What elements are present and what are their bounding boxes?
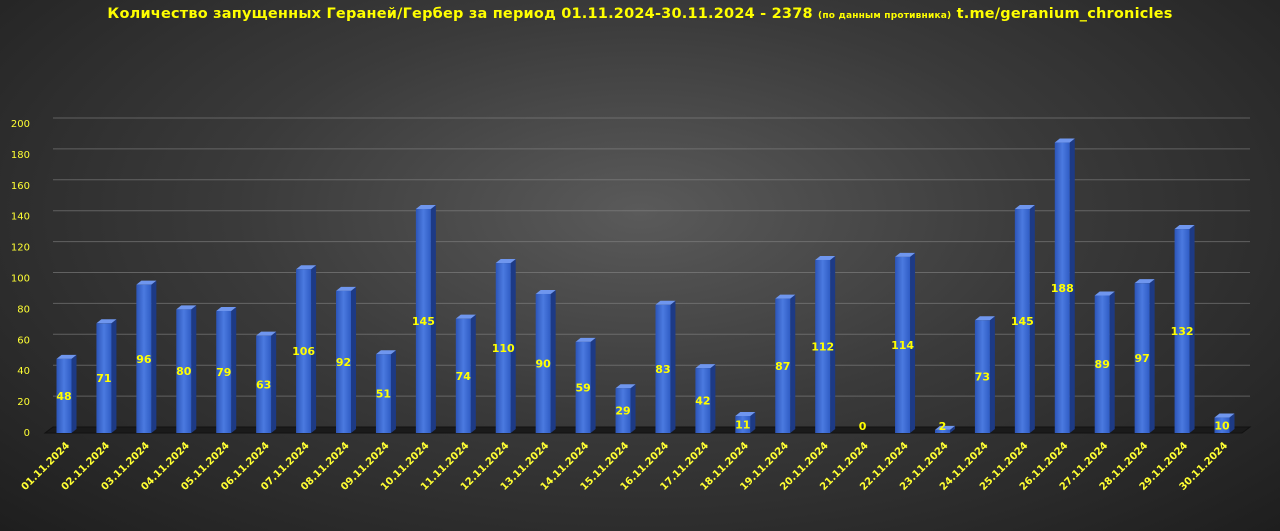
data-label: 74 bbox=[456, 370, 472, 383]
data-label: 10 bbox=[1214, 419, 1230, 432]
bar bbox=[1134, 279, 1155, 433]
data-label: 42 bbox=[695, 395, 710, 408]
title-note: (по данным противника) bbox=[818, 11, 952, 21]
bar bbox=[575, 337, 596, 433]
bar bbox=[775, 294, 796, 433]
data-label: 188 bbox=[1051, 282, 1074, 295]
data-label: 48 bbox=[56, 390, 71, 403]
bar bbox=[1174, 225, 1195, 433]
data-label: 73 bbox=[975, 371, 990, 384]
data-label: 29 bbox=[615, 405, 630, 418]
data-label: 71 bbox=[96, 372, 111, 385]
x-axis: 01.11.202402.11.202403.11.202404.11.2024… bbox=[20, 440, 1231, 493]
bars: 48 71 96 80 79 63 106 92 51 145 74 110 90 59 29 83 42 11 8… bbox=[56, 138, 1235, 434]
y-tick-label: 120 bbox=[11, 243, 30, 254]
bar bbox=[176, 305, 197, 433]
data-label: 106 bbox=[292, 345, 315, 358]
chart-title: Количество запущенных Гераней/Гербер за … bbox=[0, 6, 1280, 22]
data-label: 89 bbox=[1095, 358, 1110, 371]
bar bbox=[256, 331, 277, 433]
data-label: 2 bbox=[939, 420, 947, 433]
bar bbox=[695, 364, 716, 433]
bar bbox=[375, 350, 396, 433]
data-label: 97 bbox=[1134, 352, 1149, 365]
data-label: 63 bbox=[256, 378, 271, 391]
data-label: 0 bbox=[859, 420, 867, 433]
bar bbox=[735, 412, 756, 433]
y-tick-label: 80 bbox=[17, 304, 30, 315]
bar bbox=[415, 204, 436, 433]
bar bbox=[535, 289, 556, 433]
data-label: 110 bbox=[492, 342, 515, 355]
bar bbox=[1214, 413, 1235, 433]
bar bbox=[495, 259, 516, 433]
data-label: 79 bbox=[216, 366, 231, 379]
bar bbox=[895, 252, 916, 433]
data-label: 145 bbox=[412, 315, 435, 328]
bar bbox=[455, 314, 476, 433]
y-tick-label: 40 bbox=[17, 366, 30, 377]
bar bbox=[655, 300, 676, 433]
bar bbox=[974, 316, 995, 433]
data-label: 51 bbox=[376, 388, 391, 401]
data-label: 112 bbox=[811, 340, 834, 353]
bar bbox=[815, 255, 836, 433]
bar bbox=[216, 306, 237, 433]
y-tick-label: 200 bbox=[11, 119, 30, 130]
y-tick-label: 100 bbox=[11, 274, 30, 285]
bar bbox=[1094, 291, 1115, 433]
bar bbox=[96, 319, 117, 433]
bar bbox=[336, 286, 357, 433]
data-label: 59 bbox=[575, 381, 590, 394]
data-label: 83 bbox=[655, 363, 670, 376]
bar bbox=[56, 354, 77, 433]
data-label: 132 bbox=[1171, 325, 1194, 338]
y-axis: 0 20 40 60 80 100 120 140 160 180 200 bbox=[11, 119, 30, 439]
title-main: Количество запущенных Гераней/Гербер за … bbox=[107, 6, 813, 22]
y-tick-label: 180 bbox=[11, 150, 30, 161]
y-tick-label: 60 bbox=[17, 335, 30, 346]
bar bbox=[1054, 138, 1075, 434]
bar bbox=[615, 384, 636, 433]
bar bbox=[934, 425, 955, 433]
data-label: 11 bbox=[735, 419, 750, 432]
data-label: 92 bbox=[336, 356, 351, 369]
data-label: 87 bbox=[775, 360, 790, 373]
data-label: 114 bbox=[891, 339, 914, 352]
y-tick-label: 140 bbox=[11, 212, 30, 223]
y-tick-label: 160 bbox=[11, 181, 30, 192]
y-tick-label: 0 bbox=[24, 428, 30, 439]
bar bbox=[136, 280, 157, 433]
data-label: 145 bbox=[1011, 315, 1034, 328]
y-tick-label: 20 bbox=[17, 397, 30, 408]
data-label: 90 bbox=[536, 357, 552, 370]
data-label: 96 bbox=[136, 353, 152, 366]
bar bbox=[296, 265, 317, 433]
bar bbox=[1014, 204, 1035, 433]
data-label: 80 bbox=[176, 365, 192, 378]
title-link[interactable]: t.me/geranium_chronicles bbox=[956, 6, 1173, 22]
